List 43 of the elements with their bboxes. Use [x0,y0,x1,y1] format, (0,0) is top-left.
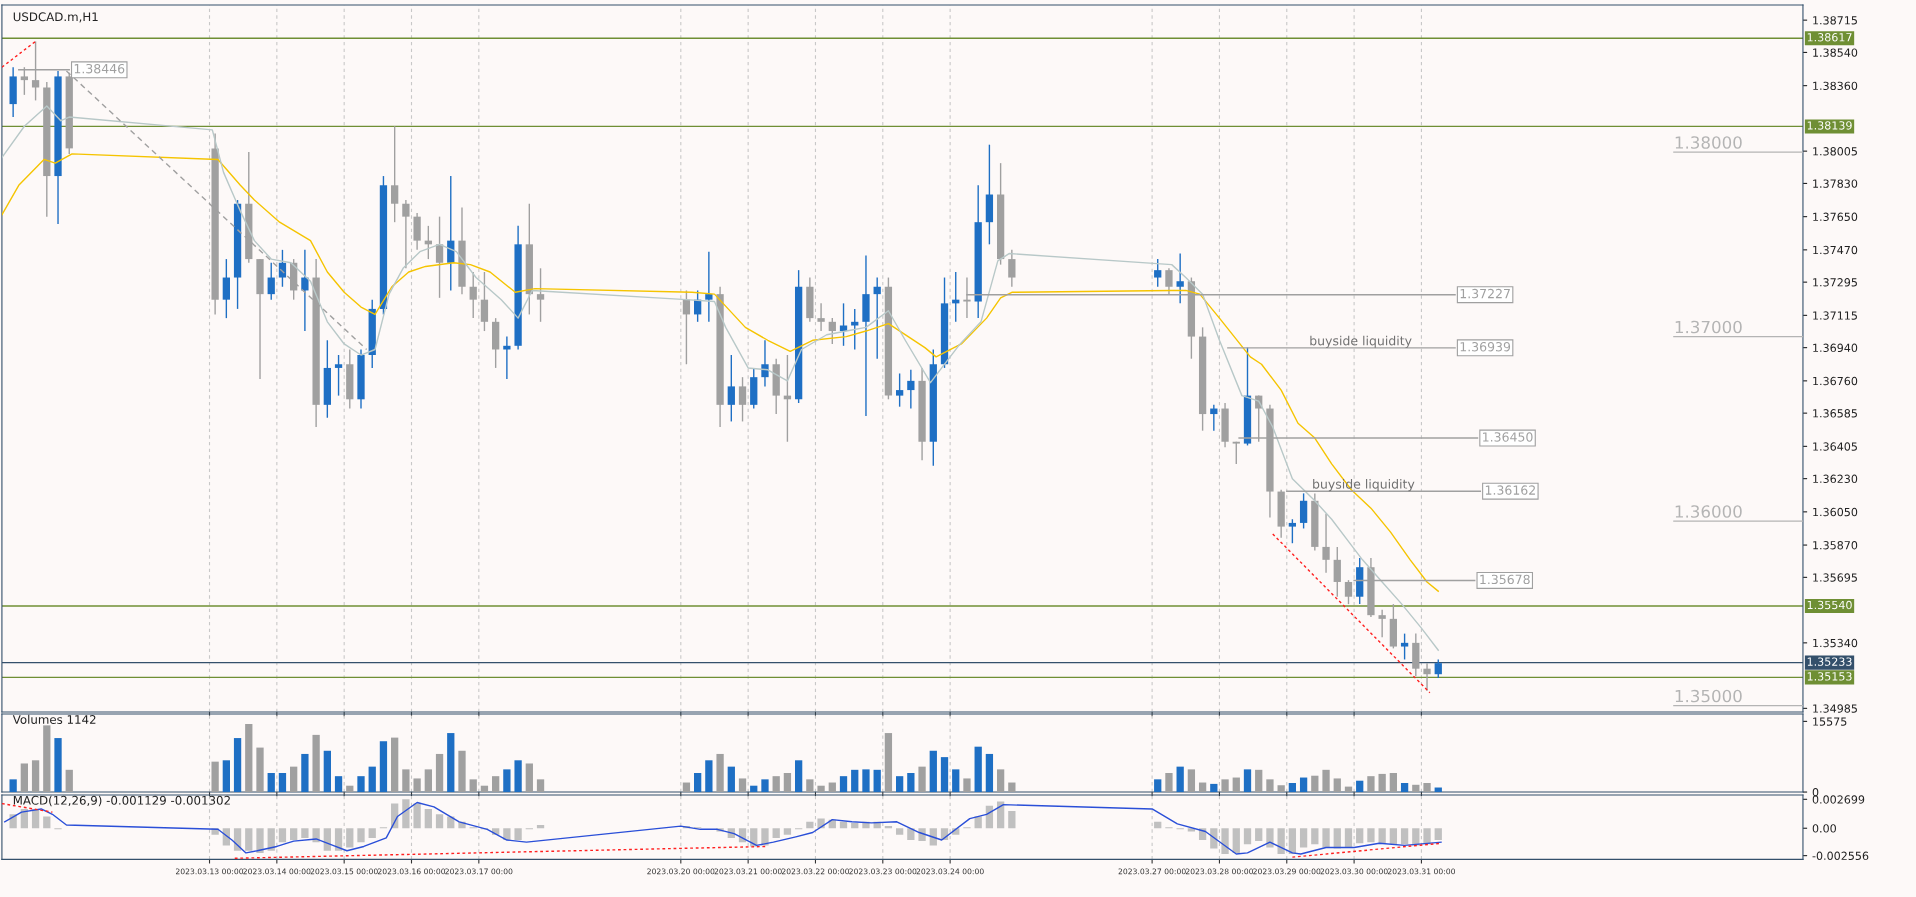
y-tick-label: 1.37115 [1813,311,1857,320]
y-tick-label: 1.38540 [1813,48,1858,57]
text: USDCAD.m,H1 [13,12,98,23]
y-tick-label: 1.36585 [1813,409,1857,418]
series-label: 1.36162 [1485,485,1535,495]
y-tick-label: 1.36405 [1813,442,1857,451]
series-label: 1.37227 [1460,288,1510,299]
y-tick-label: 1.37470 [1813,245,1858,255]
ref-line-label: 1.38139 [1807,121,1852,130]
chart-title: MACD(12,26,9) -0.001129 -0.001302 [13,795,230,807]
ref-line-label: 1.35153 [1807,672,1852,681]
y-tick-label: 1.36230 [1813,474,1858,484]
series-label: 1.36939 [1460,342,1511,352]
series-label: 1.36000 [1675,505,1742,518]
series-label: 1.35000 [1675,689,1742,703]
y-tick-label: 0 [1812,788,1819,797]
series-label: 1.38000 [1675,136,1742,149]
ref-line-label: 1.38617 [1807,33,1852,42]
y-tick-label: 1.38360 [1813,81,1858,91]
series-label: 1.38446 [74,63,125,74]
annotation: buyside liquidity [1310,335,1412,348]
series-label: 1.37000 [1675,320,1742,334]
y-tick-label: 1.37650 [1813,212,1858,222]
ref-line-label: 1.35233 [1807,657,1852,666]
series-label: 1.35678 [1480,574,1530,585]
y-tick-label: 1.36940 [1813,343,1858,353]
y-tick-label: 1.36760 [1813,376,1858,386]
series-label: 1.36450 [1483,432,1533,442]
y-tick-label: 1.36050 [1813,507,1858,517]
y-tick-label: 1.37295 [1813,278,1857,287]
y-tick-label: 15575 [1813,717,1847,726]
y-tick-label: 1.38005 [1813,147,1857,156]
y-tick-label: -0.002556 [1812,851,1869,861]
y-tick-label: 0.00 [1812,824,1836,833]
y-tick-label: 0.002699 [1812,795,1865,804]
y-tick-label: 1.34985 [1813,704,1857,713]
y-tick-label: 1.35340 [1813,638,1858,648]
y-tick-label: 1.38715 [1813,16,1857,25]
ref-line-label: 1.35540 [1807,600,1852,610]
y-tick-label: 1.35870 [1813,541,1858,550]
y-tick-label: 1.35695 [1813,573,1857,582]
chart-title: Volumes 1142 [12,714,96,724]
y-tick-label: 1.37830 [1813,179,1858,188]
